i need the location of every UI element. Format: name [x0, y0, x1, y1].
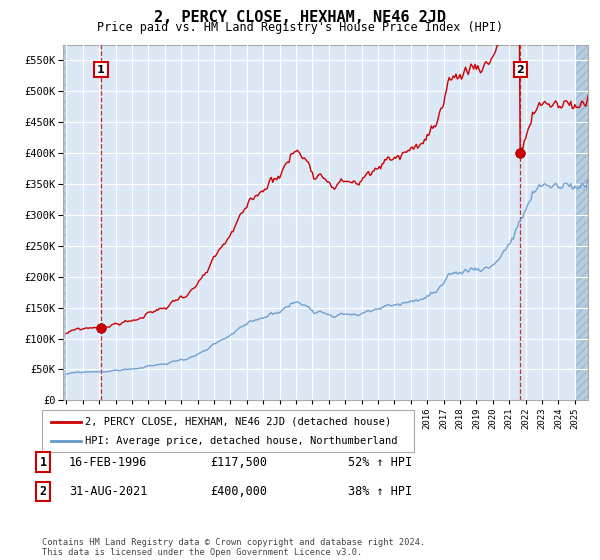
- Text: 2, PERCY CLOSE, HEXHAM, NE46 2JD (detached house): 2, PERCY CLOSE, HEXHAM, NE46 2JD (detach…: [85, 417, 391, 427]
- Text: £400,000: £400,000: [210, 485, 267, 498]
- Text: HPI: Average price, detached house, Northumberland: HPI: Average price, detached house, Nort…: [85, 436, 398, 446]
- Text: 1: 1: [40, 455, 47, 469]
- Text: 1: 1: [97, 64, 105, 74]
- Text: £117,500: £117,500: [210, 455, 267, 469]
- Text: Price paid vs. HM Land Registry's House Price Index (HPI): Price paid vs. HM Land Registry's House …: [97, 21, 503, 34]
- Text: 16-FEB-1996: 16-FEB-1996: [69, 455, 148, 469]
- Text: Contains HM Land Registry data © Crown copyright and database right 2024.
This d: Contains HM Land Registry data © Crown c…: [42, 538, 425, 557]
- Text: 2, PERCY CLOSE, HEXHAM, NE46 2JD: 2, PERCY CLOSE, HEXHAM, NE46 2JD: [154, 10, 446, 25]
- Text: 2: 2: [517, 64, 524, 74]
- Text: 31-AUG-2021: 31-AUG-2021: [69, 485, 148, 498]
- Text: 52% ↑ HPI: 52% ↑ HPI: [348, 455, 412, 469]
- Text: 2: 2: [40, 485, 47, 498]
- Text: 38% ↑ HPI: 38% ↑ HPI: [348, 485, 412, 498]
